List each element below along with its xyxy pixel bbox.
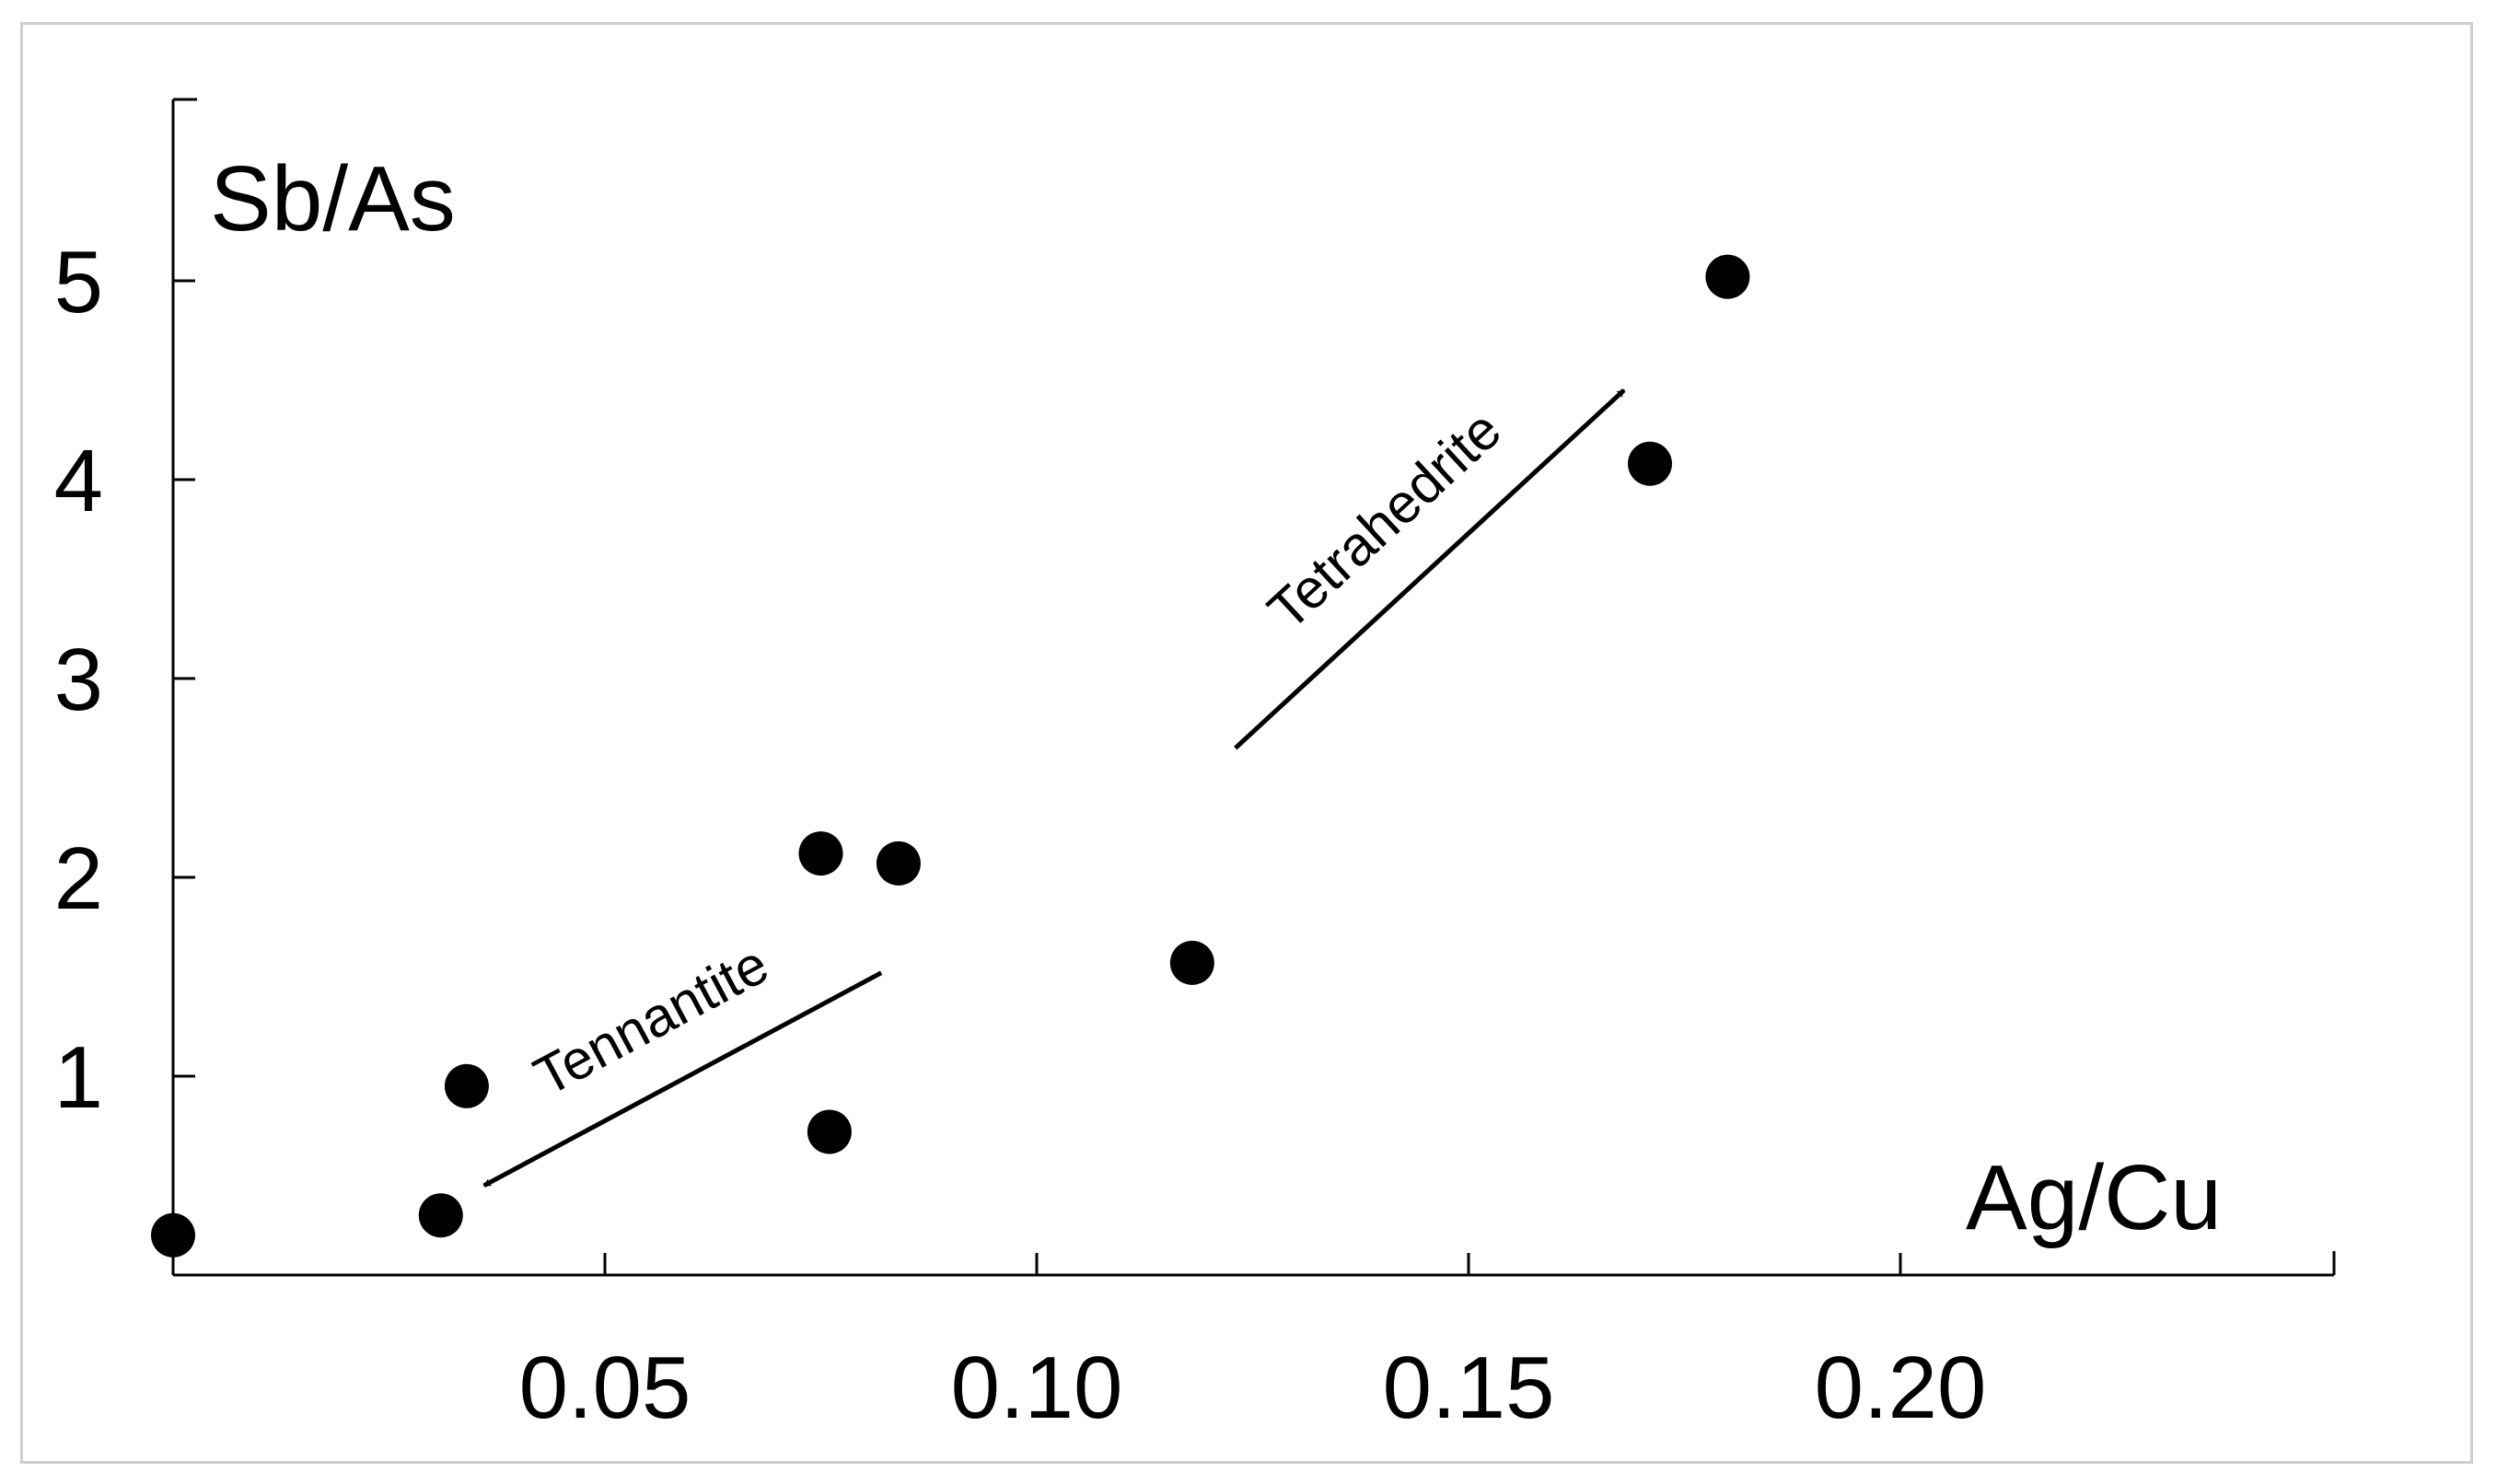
y-axis-title: Sb/As xyxy=(210,147,456,250)
x-tick-label: 0.15 xyxy=(1383,1339,1555,1437)
data-point xyxy=(1705,254,1750,299)
y-tick-label: 3 xyxy=(54,631,103,729)
y-tick-label: 1 xyxy=(54,1028,103,1127)
axes xyxy=(171,98,2336,1277)
data-point xyxy=(444,1063,489,1108)
ticks: 0.05 0.10 0.15 0.20 1 2 3 4 5 xyxy=(54,233,1987,1437)
data-point xyxy=(876,841,921,886)
data-point xyxy=(1169,940,1214,985)
annotation-label: Tetrahedrite xyxy=(1256,399,1512,642)
annotations: Tetrahedrite Tennantite xyxy=(482,388,1626,1188)
y-tick-label: 5 xyxy=(54,233,103,331)
data-points xyxy=(151,254,1750,1258)
x-tick-label: 0.20 xyxy=(1815,1339,1987,1437)
data-point xyxy=(418,1193,463,1238)
annotation-arrow xyxy=(482,970,883,1188)
annotation-arrow xyxy=(1234,388,1626,750)
x-axis-title: Ag/Cu xyxy=(1966,1146,2222,1249)
x-tick-label: 0.10 xyxy=(951,1339,1123,1437)
data-point xyxy=(798,831,843,876)
data-point xyxy=(151,1212,195,1258)
data-point xyxy=(1627,441,1672,486)
data-point xyxy=(807,1109,852,1154)
y-tick-label: 4 xyxy=(54,432,103,530)
x-tick-label: 0.05 xyxy=(519,1339,691,1437)
y-tick-label: 2 xyxy=(54,829,103,928)
annotation-label: Tennantite xyxy=(524,933,778,1107)
